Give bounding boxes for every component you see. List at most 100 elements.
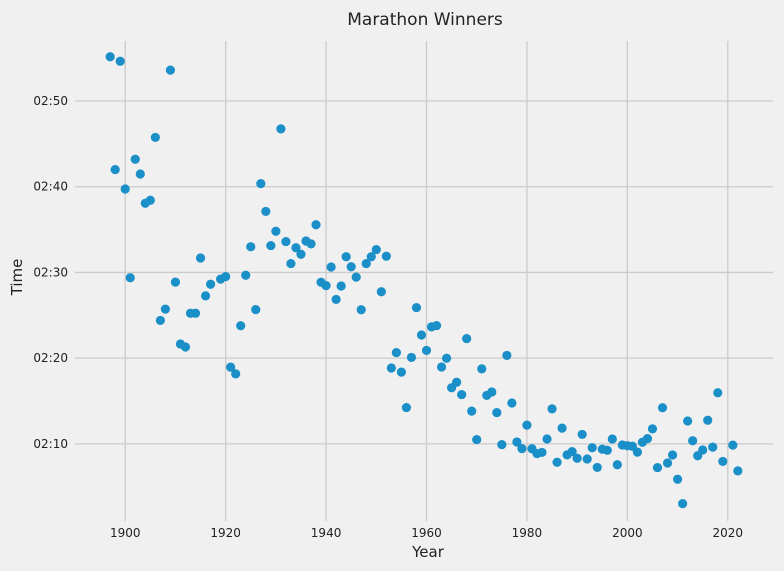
data-point (698, 445, 708, 455)
data-point (236, 321, 246, 331)
data-point (130, 154, 140, 164)
data-point (703, 415, 713, 425)
tick-labels: 1900 1920 1940 1960 1980 2000 2020 02:10 02:20 02… (33, 94, 743, 540)
data-point (120, 184, 130, 194)
data-point (718, 456, 728, 467)
data-point (487, 387, 497, 397)
x-tick-label: 2020 (713, 526, 744, 540)
data-point (557, 423, 567, 433)
data-point (361, 258, 371, 269)
data-point (371, 244, 381, 255)
data-point (667, 450, 678, 460)
data-point (416, 330, 427, 340)
data-point (582, 454, 592, 464)
x-tick-label: 1940 (311, 526, 342, 540)
data-point (607, 434, 617, 444)
y-axis-label: Time (8, 259, 26, 297)
chart-title: Marathon Winners (347, 10, 503, 30)
data-point (462, 333, 472, 344)
data-point (567, 446, 577, 457)
data-point (381, 251, 391, 261)
data-point (356, 305, 366, 315)
data-point (632, 447, 643, 457)
data-point (688, 436, 698, 446)
x-tick-label: 1920 (210, 526, 241, 540)
data-point (537, 447, 547, 458)
data-point (276, 124, 286, 134)
data-point (195, 253, 206, 263)
data-point (477, 364, 487, 374)
data-point (733, 466, 743, 476)
data-point (376, 287, 386, 297)
y-tick-label: 02:40 (33, 180, 68, 194)
y-tick-label: 02:10 (33, 437, 68, 451)
data-point (336, 281, 346, 291)
data-point (467, 406, 477, 416)
data-point (642, 433, 653, 444)
data-point (311, 220, 321, 230)
data-point (200, 291, 211, 301)
data-point (587, 443, 597, 453)
data-point (125, 273, 135, 283)
data-point (657, 403, 668, 413)
data-point (351, 272, 361, 282)
data-point (452, 377, 462, 387)
data-point (411, 302, 422, 313)
data-point (391, 347, 401, 358)
data-point (256, 178, 266, 189)
data-point (547, 404, 557, 414)
data-point (226, 362, 236, 372)
data-point (472, 434, 482, 445)
data-point (522, 420, 532, 430)
data-point (306, 239, 316, 249)
data-point (652, 462, 663, 473)
data-point (457, 389, 467, 400)
data-point (105, 52, 115, 62)
data-point (150, 132, 160, 143)
data-point (421, 345, 432, 356)
data-point (346, 262, 356, 272)
data-point (135, 169, 145, 179)
data-point (678, 498, 688, 509)
data-point (246, 242, 256, 252)
data-point (406, 352, 417, 363)
data-point (251, 304, 261, 315)
data-point (271, 226, 281, 236)
data-point (542, 434, 552, 444)
data-point (291, 243, 301, 253)
data-point (155, 315, 165, 326)
data-point (396, 367, 407, 377)
data-point (672, 474, 683, 484)
data-point (592, 462, 602, 473)
data-point (386, 363, 396, 373)
data-point (612, 460, 622, 470)
data-point (507, 398, 517, 408)
data-point (602, 445, 612, 455)
data-point (115, 56, 125, 66)
data-point (401, 402, 412, 413)
data-point (683, 416, 693, 426)
data-point (160, 304, 170, 314)
data-point (441, 353, 452, 363)
data-point (326, 262, 336, 272)
data-point (647, 424, 658, 434)
data-point (436, 362, 447, 372)
data-point (190, 308, 201, 318)
data-point (572, 453, 582, 463)
y-tick-label: 02:30 (33, 265, 68, 279)
data-point (221, 271, 231, 282)
data-point (231, 369, 241, 379)
x-tick-label: 1900 (110, 526, 141, 540)
data-point (577, 429, 587, 440)
data-point (492, 407, 502, 418)
grid-lines (75, 41, 773, 521)
data-point (728, 440, 738, 450)
data-point (261, 206, 271, 217)
data-point (170, 277, 181, 287)
data-point (552, 457, 562, 467)
data-point (296, 249, 306, 259)
data-point (502, 350, 512, 361)
data-point (517, 443, 527, 454)
data-point (266, 240, 276, 251)
data-point (165, 65, 176, 75)
